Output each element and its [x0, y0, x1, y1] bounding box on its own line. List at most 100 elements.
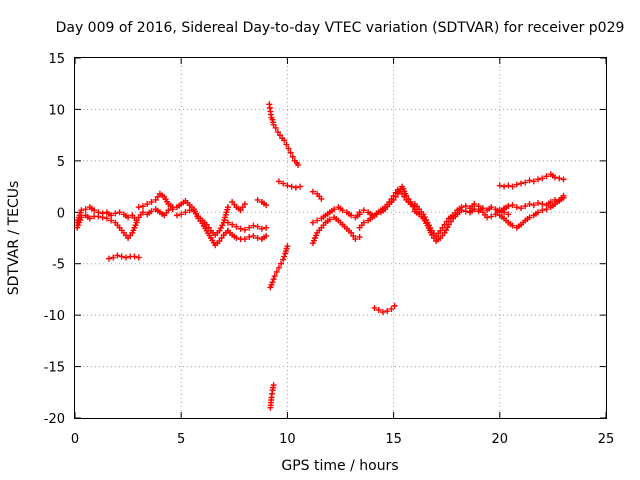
data-point — [348, 212, 355, 219]
y-tick-label: -15 — [44, 361, 65, 376]
data-point — [297, 183, 304, 190]
data-point — [78, 207, 85, 214]
data-point — [496, 207, 503, 214]
data-point — [392, 189, 399, 196]
data-point — [258, 225, 265, 232]
data-point — [144, 201, 151, 208]
data-point — [501, 205, 508, 212]
data-point — [270, 121, 277, 128]
data-point — [535, 176, 542, 183]
data-point — [309, 188, 316, 195]
y-tick-label: -10 — [44, 309, 65, 324]
data-point — [95, 213, 102, 220]
data-point — [169, 206, 176, 213]
data-point — [430, 235, 437, 241]
data-point — [284, 182, 291, 189]
data-point — [272, 124, 279, 131]
data-point — [445, 221, 452, 228]
chart-title: Day 009 of 2016, Sidereal Day-to-day VTE… — [56, 20, 625, 36]
data-point — [509, 183, 516, 190]
data-point — [241, 236, 248, 243]
y-tick-label: -20 — [44, 412, 65, 427]
data-point — [522, 179, 529, 186]
data-point — [513, 181, 520, 188]
data-point — [82, 206, 89, 213]
data-point — [352, 236, 359, 243]
data-point — [379, 309, 386, 316]
data-point — [182, 209, 189, 216]
x-tick-label: 15 — [385, 432, 402, 447]
data-point — [273, 268, 280, 275]
data-point — [135, 254, 142, 261]
data-point — [530, 202, 537, 209]
data-point — [270, 382, 277, 389]
data-point — [108, 212, 115, 219]
data-point — [139, 209, 146, 216]
data-point — [539, 201, 546, 208]
data-point — [462, 203, 469, 210]
data-point — [122, 254, 129, 261]
data-point — [108, 217, 115, 224]
data-point — [254, 235, 261, 241]
data-point — [471, 206, 478, 213]
data-point — [99, 214, 106, 221]
data-point — [287, 149, 294, 156]
data-point — [526, 177, 533, 184]
data-point — [314, 217, 321, 224]
data-point — [281, 137, 288, 144]
data-point — [133, 219, 140, 226]
data-point — [471, 201, 478, 208]
data-point — [488, 213, 495, 220]
data-point — [254, 196, 261, 203]
data-point — [496, 182, 503, 189]
data-point — [560, 194, 567, 201]
x-axis-title: GPS time / hours — [281, 458, 398, 474]
data-point — [479, 205, 486, 212]
data-point — [505, 182, 512, 189]
data-point — [371, 304, 378, 311]
data-point — [263, 232, 270, 239]
data-point — [216, 238, 223, 245]
data-point — [289, 153, 296, 160]
data-point — [560, 176, 567, 183]
data-point — [112, 210, 119, 217]
y-tick-label: -5 — [52, 258, 65, 273]
data-point — [391, 302, 398, 309]
x-tick-label: 5 — [177, 432, 185, 447]
data-point — [250, 222, 257, 229]
data-point — [350, 232, 357, 239]
data-point — [186, 207, 193, 214]
data-point — [386, 199, 393, 205]
data-point — [488, 204, 495, 211]
y-tick-label: 5 — [57, 155, 65, 170]
y-tick-label: 0 — [57, 206, 65, 221]
data-point — [318, 195, 325, 202]
data-point — [556, 175, 563, 182]
data-point — [484, 214, 491, 221]
data-point — [401, 193, 408, 200]
data-point — [458, 207, 465, 214]
data-point — [154, 193, 161, 200]
data-point — [513, 204, 520, 211]
data-point — [263, 224, 270, 231]
data-point — [246, 233, 253, 240]
data-point — [278, 260, 285, 267]
data-point — [526, 201, 533, 208]
data-point — [105, 255, 112, 262]
data-point — [356, 233, 363, 240]
plot-frame — [74, 57, 607, 419]
data-point — [360, 207, 367, 214]
data-point — [399, 190, 406, 197]
data-point — [241, 226, 248, 233]
data-point — [288, 183, 295, 190]
data-point — [539, 207, 546, 214]
grid-lines — [75, 58, 606, 418]
data-point — [250, 232, 257, 239]
data-point — [148, 208, 155, 215]
data-point — [309, 219, 316, 226]
axis-ticks: 0 5 10 15 20 25 15 10 5 0 -5 -10 -15 -20 — [44, 52, 615, 447]
data-point — [233, 235, 240, 241]
x-tick-label: 0 — [71, 432, 79, 447]
data-point — [326, 216, 333, 223]
